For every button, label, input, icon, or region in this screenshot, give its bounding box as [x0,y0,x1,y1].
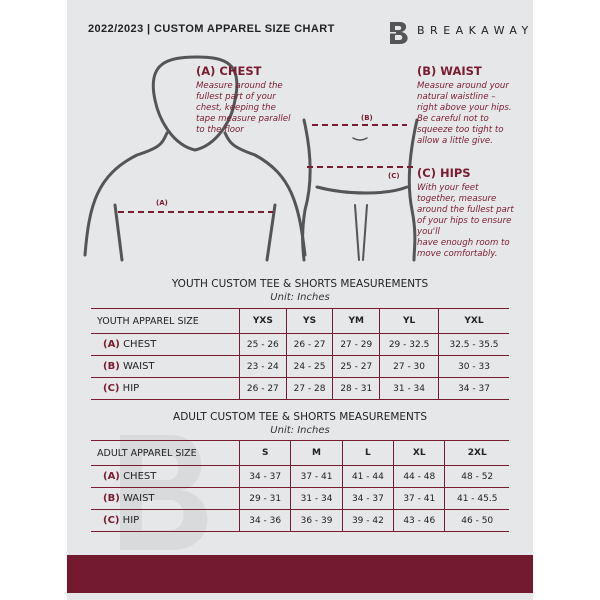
measurement-cell: 30 - 33 [438,355,509,378]
page-title: 2022/2023 | CUSTOM APPAREL SIZE CHART [88,23,335,35]
measurement-cell: 27 - 28 [285,377,333,400]
size-header: L [341,440,394,466]
size-header: S [238,440,291,466]
measurement-cell: 28 - 31 [332,377,380,400]
table-header-row: YOUTH APPAREL SIZE YXS YS YM YL YXL [91,308,509,334]
size-header: YL [379,308,439,334]
hips-heading: (C) HIPS [417,166,471,180]
breakaway-logo-icon [386,22,408,44]
measurement-cell: 37 - 41 [393,487,445,510]
size-header: YM [332,308,380,334]
measurement-cell: 34 - 37 [438,377,509,400]
measurement-cell: 32.5 - 35.5 [438,333,509,356]
measurement-cell: 44 - 48 [393,465,445,488]
size-header: 2XL [444,440,509,466]
chest-marker: (A) [156,199,168,207]
measurement-cell: 29 - 32.5 [379,333,439,356]
measurement-cell: 48 - 52 [444,465,509,488]
table-row: (B) WAIST 29 - 31 31 - 34 34 - 37 37 - 41 41 … [91,487,509,510]
table-row: (C) HIP 34 - 36 36 - 39 39 - 42 43 - 46 46 - … [91,509,509,532]
measurement-cell: 36 - 39 [290,509,343,532]
adult-unit: Unit: Inches [270,425,330,436]
measurement-cell: 29 - 31 [238,487,291,510]
measurement-cell: 34 - 37 [238,465,291,488]
size-header: M [290,440,343,466]
size-header: XL [393,440,445,466]
measurement-cell: 23 - 24 [239,355,287,378]
measurement-cell: 43 - 46 [393,509,445,532]
measure-label: (B) WAIST [91,355,240,378]
size-header: YXL [438,308,509,334]
waist-marker: (B) [361,114,373,122]
hips-description: With your feet together, measure around th… [417,183,514,259]
measurement-cell: 41 - 44 [341,465,394,488]
size-header: YS [285,308,333,334]
measurement-cell: 27 - 30 [379,355,439,378]
size-label-header: YOUTH APPAREL SIZE [91,308,240,334]
adult-title: ADULT CUSTOM TEE & SHORTS MEASUREMENTS [173,411,427,423]
measurement-cell: 26 - 27 [239,377,287,400]
measurement-cell: 39 - 42 [341,509,394,532]
chest-description: Measure around the fullest part of your ch… [196,81,291,135]
footer-band [67,555,533,593]
waist-heading: (B) WAIST [417,64,482,78]
size-header: YXS [239,308,287,334]
youth-unit: Unit: Inches [270,292,330,303]
measurement-cell: 26 - 27 [285,333,333,356]
youth-title: YOUTH CUSTOM TEE & SHORTS MEASUREMENTS [171,278,429,290]
table-row: (A) CHEST 34 - 37 37 - 41 41 - 44 44 - 48 48 … [91,465,509,488]
measurement-cell: 31 - 34 [379,377,439,400]
size-label-header: ADULT APPAREL SIZE [91,440,240,466]
table-header-row: ADULT APPAREL SIZE S M L XL 2XL [91,440,509,466]
measure-label: (A) CHEST [91,465,240,488]
adult-size-table: ADULT APPAREL SIZE S M L XL 2XL (A) CHEST 34 - … [91,440,509,532]
measure-label: (A) CHEST [91,333,240,356]
measurement-cell: 41 - 45.5 [444,487,509,510]
youth-size-table: YOUTH APPAREL SIZE YXS YS YM YL YXL (A) CHEST 2… [91,308,509,400]
hips-marker: (C) [388,172,400,180]
measurement-cell: 31 - 34 [290,487,343,510]
table-row: (C) HIP 26 - 27 27 - 28 28 - 31 31 - 34 34 - … [91,377,509,400]
measurement-cell: 46 - 50 [444,509,509,532]
body-illustration [83,55,419,262]
measure-label: (C) HIP [91,377,240,400]
measurement-cell: 34 - 37 [341,487,394,510]
waist-description: Measure around your natural waistline – ri… [417,81,512,146]
measurement-cell: 25 - 26 [239,333,287,356]
table-row: (A) CHEST 25 - 26 26 - 27 27 - 29 29 - 32.5 3… [91,333,509,356]
chest-heading: (A) CHEST [196,64,262,78]
measure-label: (B) WAIST [91,487,240,510]
brand-name: BREAKAWAY [417,24,534,37]
measurement-cell: 25 - 27 [332,355,380,378]
measurement-cell: 24 - 25 [285,355,333,378]
measurement-cell: 37 - 41 [290,465,343,488]
table-row: (B) WAIST 23 - 24 24 - 25 25 - 27 27 - 30 30 … [91,355,509,378]
measurement-cell: 34 - 36 [238,509,291,532]
measurement-cell: 27 - 29 [332,333,380,356]
measure-label: (C) HIP [91,509,240,532]
